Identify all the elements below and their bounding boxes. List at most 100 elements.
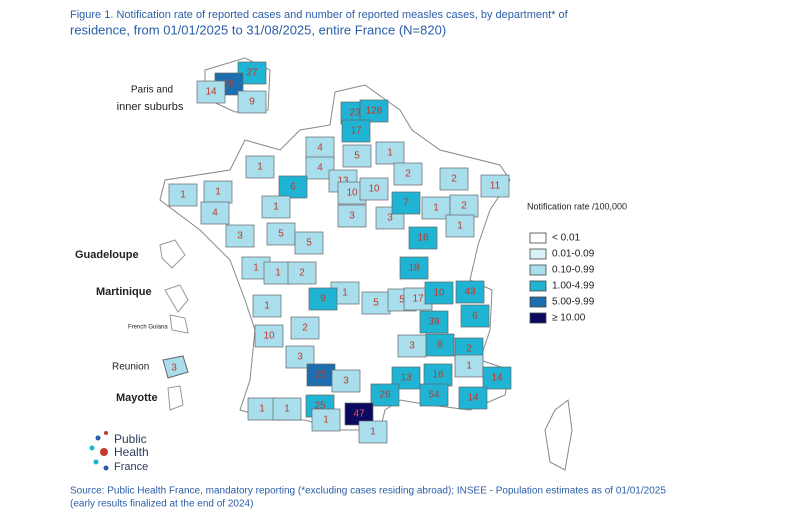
case-count: 14 [205,87,217,98]
case-count: 2 [461,201,467,212]
department [460,304,490,328]
case-count: 16 [417,233,429,244]
department [337,204,367,228]
logo-text: Health [114,445,149,459]
case-count: 3 [409,341,415,352]
case-count: 16 [432,370,444,381]
department [305,156,335,180]
case-count: 1 [342,288,348,299]
case-count: 2 [451,174,457,185]
case-count: 3 [349,211,355,222]
department [391,191,421,215]
logo-text: Public [114,432,147,446]
case-count: 3 [297,352,303,363]
logo-text: France [114,461,148,473]
legend-swatch [529,280,547,292]
department [370,383,400,407]
case-count: 1 [284,404,290,415]
department [359,99,389,123]
legend-label: 0.10-0.99 [552,265,595,276]
legend-swatch [529,248,547,260]
case-count: 1 [275,268,281,279]
department [225,224,255,248]
case-count: 27 [246,68,258,79]
case-count: 3 [387,213,393,224]
department [331,369,361,393]
department [359,177,389,201]
case-count: 10 [368,184,380,195]
case-count: 5 [306,238,312,249]
legend-label: < 0.01 [552,233,581,244]
department [408,226,438,250]
case-count: 1 [180,190,186,201]
case-count: 1 [215,187,221,198]
department [294,231,324,255]
case-count: 2 [299,268,305,279]
department [311,408,341,432]
department [237,90,267,114]
case-count: 4 [317,143,323,154]
case-count: 47 [353,409,365,420]
department [252,294,282,318]
legend-label: 1.00-4.99 [552,281,595,292]
case-count: 11 [490,181,501,192]
case-count: 1 [387,148,393,159]
case-count: 13 [400,373,412,384]
case-count: 25 [315,370,327,381]
department [308,287,338,311]
case-count: 43 [464,287,476,298]
case-count: 4 [212,208,218,219]
department [358,420,388,444]
case-count: 9 [249,97,255,108]
case-count: 1 [264,301,270,312]
case-count: 2 [302,323,308,334]
department [287,261,317,285]
case-count: 8 [437,340,443,351]
case-count: 1 [273,202,279,213]
territory-label: inner suburbs [117,101,184,113]
department [168,183,198,207]
case-count: 6 [290,182,296,193]
department [455,280,485,304]
department [419,383,449,407]
department [482,366,512,390]
case-count: 2 [466,344,472,355]
legend-swatch [529,232,547,244]
source-line: (early results finalized at the end of 2… [70,499,253,510]
case-count: 1 [370,427,376,438]
case-count: 5 [399,295,405,306]
case-count: 7 [403,198,409,209]
title-line: Figure 1. Notification rate of reported … [70,9,569,21]
case-count: 10 [263,331,275,342]
legend-swatch [529,264,547,276]
case-count: 10 [433,288,445,299]
case-count: 14 [467,393,479,404]
department [285,345,315,369]
legend-label: 5.00-9.99 [552,297,595,308]
case-count: 6 [472,311,478,322]
legend-title: Notification rate /100,000 [527,201,627,211]
department [399,256,429,280]
department [290,316,320,340]
territory-label: French Guiana [128,325,168,331]
case-count: 1 [323,415,329,426]
department [261,195,291,219]
case-count: 39 [428,317,440,328]
case-count: 17 [412,294,424,305]
department [200,201,230,225]
territory-label: Martinique [96,286,152,298]
department [391,366,421,390]
case-count: 5 [354,151,360,162]
case-count: 1 [259,404,265,415]
case-count: 28 [223,79,235,90]
department [278,175,308,199]
department [445,214,475,238]
case-count: 9 [320,294,326,305]
case-count: 25 [314,401,326,412]
case-count: 54 [428,390,440,401]
territory-label: Reunion [112,362,149,373]
department [458,386,488,410]
department [254,324,284,348]
legend-swatch [529,312,547,324]
